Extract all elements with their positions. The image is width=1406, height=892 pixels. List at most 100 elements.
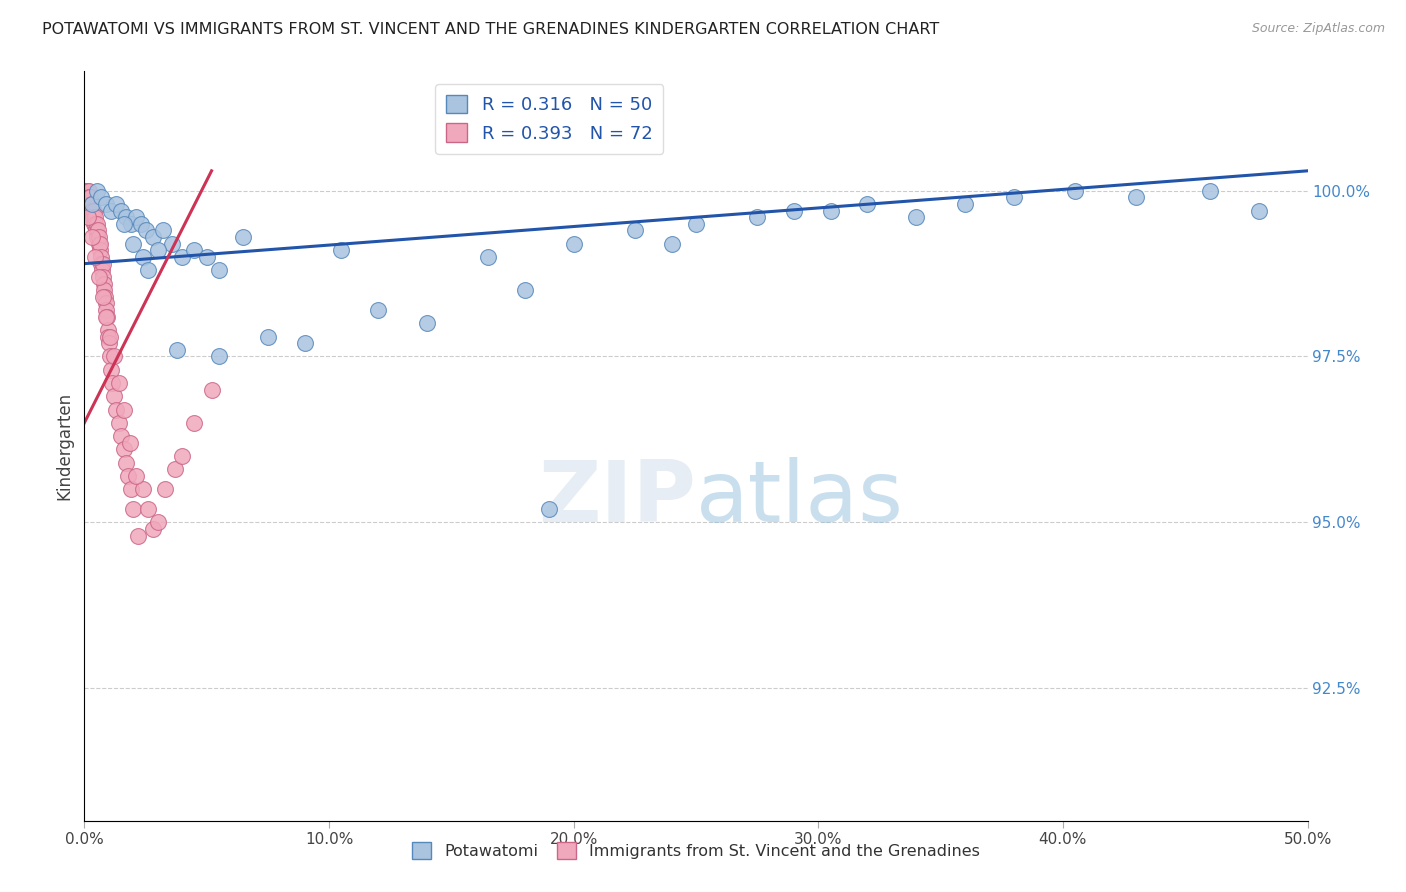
Point bbox=[122, 236, 145, 251]
Point bbox=[84, 217, 107, 231]
Point bbox=[110, 429, 132, 443]
Point bbox=[86, 184, 108, 198]
Point bbox=[115, 456, 138, 470]
Point bbox=[79, 197, 101, 211]
Point bbox=[83, 217, 105, 231]
Point bbox=[208, 263, 231, 277]
Point bbox=[820, 203, 842, 218]
Point bbox=[1198, 184, 1220, 198]
Point bbox=[87, 236, 110, 251]
Point bbox=[105, 402, 128, 417]
Point bbox=[83, 211, 105, 225]
Point bbox=[135, 223, 157, 237]
Point bbox=[87, 223, 110, 237]
Point bbox=[513, 283, 536, 297]
Point bbox=[75, 184, 97, 198]
Point bbox=[330, 244, 353, 258]
Point bbox=[82, 211, 104, 225]
Point bbox=[136, 263, 159, 277]
Point bbox=[84, 223, 107, 237]
Point bbox=[1002, 190, 1025, 204]
Point bbox=[112, 402, 135, 417]
Point bbox=[86, 217, 108, 231]
Point bbox=[83, 203, 105, 218]
Point bbox=[125, 211, 148, 225]
Point bbox=[107, 376, 129, 390]
Point bbox=[208, 350, 231, 364]
Point bbox=[93, 283, 115, 297]
Point bbox=[97, 323, 120, 337]
Y-axis label: Kindergarten: Kindergarten bbox=[55, 392, 73, 500]
Point bbox=[98, 329, 121, 343]
Point bbox=[783, 203, 806, 218]
Point bbox=[257, 329, 280, 343]
Point bbox=[97, 336, 120, 351]
Point bbox=[294, 336, 316, 351]
Point bbox=[77, 190, 100, 204]
Point bbox=[91, 257, 114, 271]
Point bbox=[232, 230, 254, 244]
Point bbox=[80, 203, 103, 218]
Point bbox=[94, 296, 117, 310]
Point bbox=[146, 515, 169, 529]
Point bbox=[905, 211, 928, 225]
Point bbox=[86, 230, 108, 244]
Point bbox=[97, 329, 120, 343]
Point bbox=[90, 250, 112, 264]
Point bbox=[142, 522, 165, 536]
Point bbox=[93, 269, 115, 284]
Point bbox=[117, 468, 139, 483]
Point bbox=[91, 263, 114, 277]
Point bbox=[79, 190, 101, 204]
Point bbox=[132, 482, 155, 496]
Point bbox=[110, 203, 132, 218]
Point bbox=[112, 442, 135, 457]
Point bbox=[200, 383, 222, 397]
Point bbox=[91, 290, 114, 304]
Point bbox=[162, 236, 184, 251]
Point bbox=[136, 502, 159, 516]
Point bbox=[118, 435, 141, 450]
Text: ZIP: ZIP bbox=[538, 457, 696, 540]
Point bbox=[166, 343, 188, 357]
Point bbox=[107, 416, 129, 430]
Point bbox=[367, 303, 389, 318]
Point bbox=[96, 310, 118, 324]
Point bbox=[87, 230, 110, 244]
Point bbox=[163, 462, 186, 476]
Text: atlas: atlas bbox=[696, 457, 904, 540]
Point bbox=[96, 303, 118, 318]
Point bbox=[120, 482, 142, 496]
Point bbox=[127, 528, 149, 542]
Point bbox=[953, 197, 976, 211]
Point bbox=[94, 290, 117, 304]
Point bbox=[195, 250, 218, 264]
Point bbox=[152, 223, 174, 237]
Point bbox=[77, 190, 100, 204]
Point bbox=[183, 244, 205, 258]
Point bbox=[747, 211, 769, 225]
Point bbox=[112, 217, 135, 231]
Point bbox=[96, 310, 118, 324]
Point bbox=[1247, 203, 1270, 218]
Point bbox=[661, 236, 683, 251]
Point bbox=[89, 236, 111, 251]
Point bbox=[1125, 190, 1147, 204]
Point bbox=[93, 277, 115, 291]
Point bbox=[90, 190, 112, 204]
Point bbox=[80, 197, 103, 211]
Point bbox=[76, 184, 98, 198]
Point bbox=[77, 211, 100, 225]
Point bbox=[132, 250, 155, 264]
Point bbox=[856, 197, 879, 211]
Point bbox=[142, 230, 165, 244]
Point bbox=[115, 211, 138, 225]
Point bbox=[146, 244, 169, 258]
Point bbox=[120, 217, 142, 231]
Text: Source: ZipAtlas.com: Source: ZipAtlas.com bbox=[1251, 22, 1385, 36]
Point bbox=[100, 203, 122, 218]
Point bbox=[101, 376, 124, 390]
Point bbox=[172, 250, 194, 264]
Point bbox=[125, 468, 148, 483]
Point bbox=[103, 350, 125, 364]
